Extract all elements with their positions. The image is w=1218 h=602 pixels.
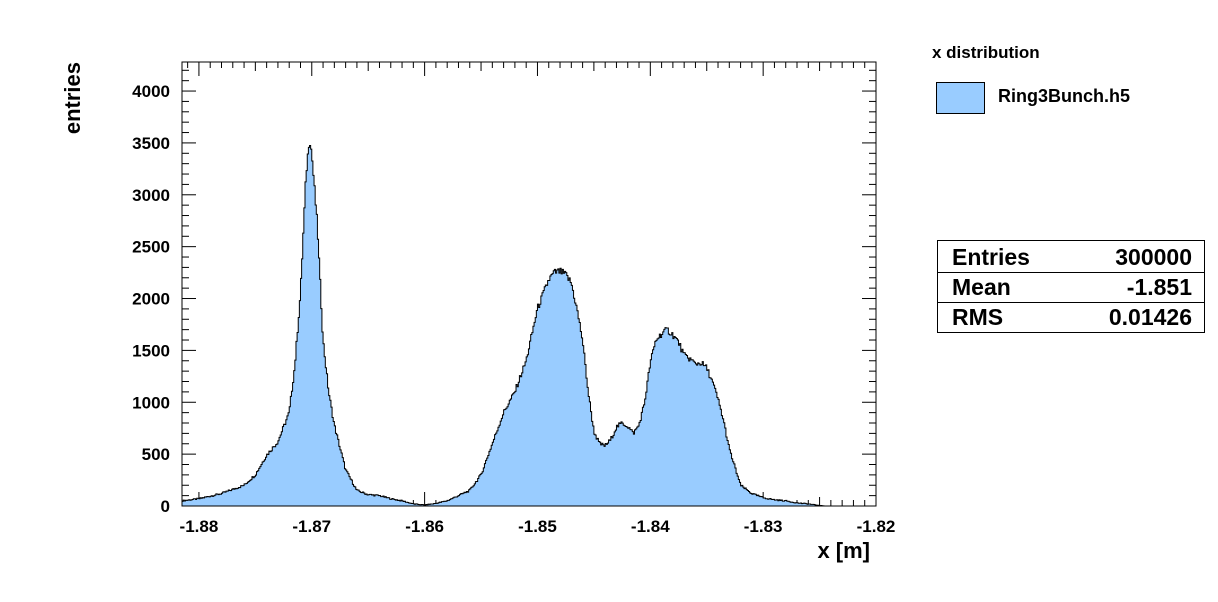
histogram-fill	[182, 145, 826, 506]
y-tick-label: 2500	[132, 238, 170, 257]
y-axis: 0 500 1000 1500 2000 2500 3000 3500 4000 entries	[60, 62, 876, 516]
y-tick-label: 3000	[132, 186, 170, 205]
x-tick-label: -1.83	[744, 517, 783, 536]
stats-divider	[938, 302, 1204, 303]
y-tick-label: 1500	[132, 341, 170, 360]
y-tick-label: 500	[142, 445, 170, 464]
histogram-outline	[182, 144, 826, 507]
y-tick-label: 0	[161, 497, 170, 516]
y-ticks	[182, 69, 876, 507]
y-tick-label: 4000	[132, 82, 170, 101]
legend-entry-label: Ring3Bunch.h5	[998, 86, 1131, 106]
stats-mean-label: Mean	[952, 274, 1011, 300]
stats-box: Entries 300000 Mean -1.851 RMS 0.01426	[937, 240, 1205, 333]
x-tick-label: -1.84	[631, 517, 670, 536]
x-tick-label: -1.82	[857, 517, 896, 536]
y-tick-labels: 0 500 1000 1500 2000 2500 3000 3500 4000	[132, 82, 170, 516]
y-axis-label: entries	[60, 62, 85, 134]
y-tick-label: 2000	[132, 290, 170, 309]
x-tick-label: -1.87	[292, 517, 331, 536]
y-tick-label: 1000	[132, 393, 170, 412]
stats-divider	[938, 272, 1204, 273]
stats-rms-label: RMS	[952, 304, 1004, 330]
y-tick-label: 3500	[132, 134, 170, 153]
x-tick-label: -1.86	[405, 517, 444, 536]
stats-row-entries: Entries 300000	[952, 244, 1192, 274]
stats-rms-value: 0.01426	[1108, 304, 1192, 330]
plot-frame	[181, 61, 877, 507]
stats-entries-value: 300000	[1115, 244, 1192, 270]
x-tick-label: -1.85	[518, 517, 557, 536]
stats-row-rms: RMS 0.01426	[952, 304, 1192, 334]
stats-entries-label: Entries	[952, 244, 1030, 270]
x-axis-label: x [m]	[817, 538, 870, 563]
stats-row-mean: Mean -1.851	[952, 274, 1192, 304]
stats-mean-value: -1.851	[1126, 274, 1192, 300]
x-tick-label: -1.88	[180, 517, 219, 536]
legend-swatch	[936, 82, 985, 114]
x-tick-labels: -1.88 -1.87 -1.86 -1.85 -1.84 -1.83 -1.82	[180, 517, 896, 536]
legend-title: x distribution	[932, 43, 1040, 62]
